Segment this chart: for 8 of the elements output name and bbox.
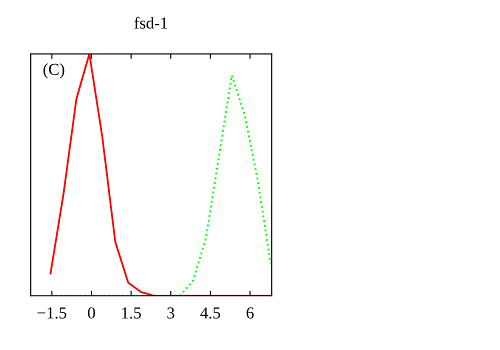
x-tick-label: 0 [88,307,96,319]
x-tick-label: 6 [246,307,254,319]
annotation: (C) [43,63,64,78]
x-tick-label: 4.5 [200,307,220,319]
x-tick-label: −1.5 [38,307,66,319]
x-tick-label: 1.5 [122,307,141,319]
x-tick-label: 3 [167,307,174,319]
chart-title: fsd-1 [134,16,168,29]
